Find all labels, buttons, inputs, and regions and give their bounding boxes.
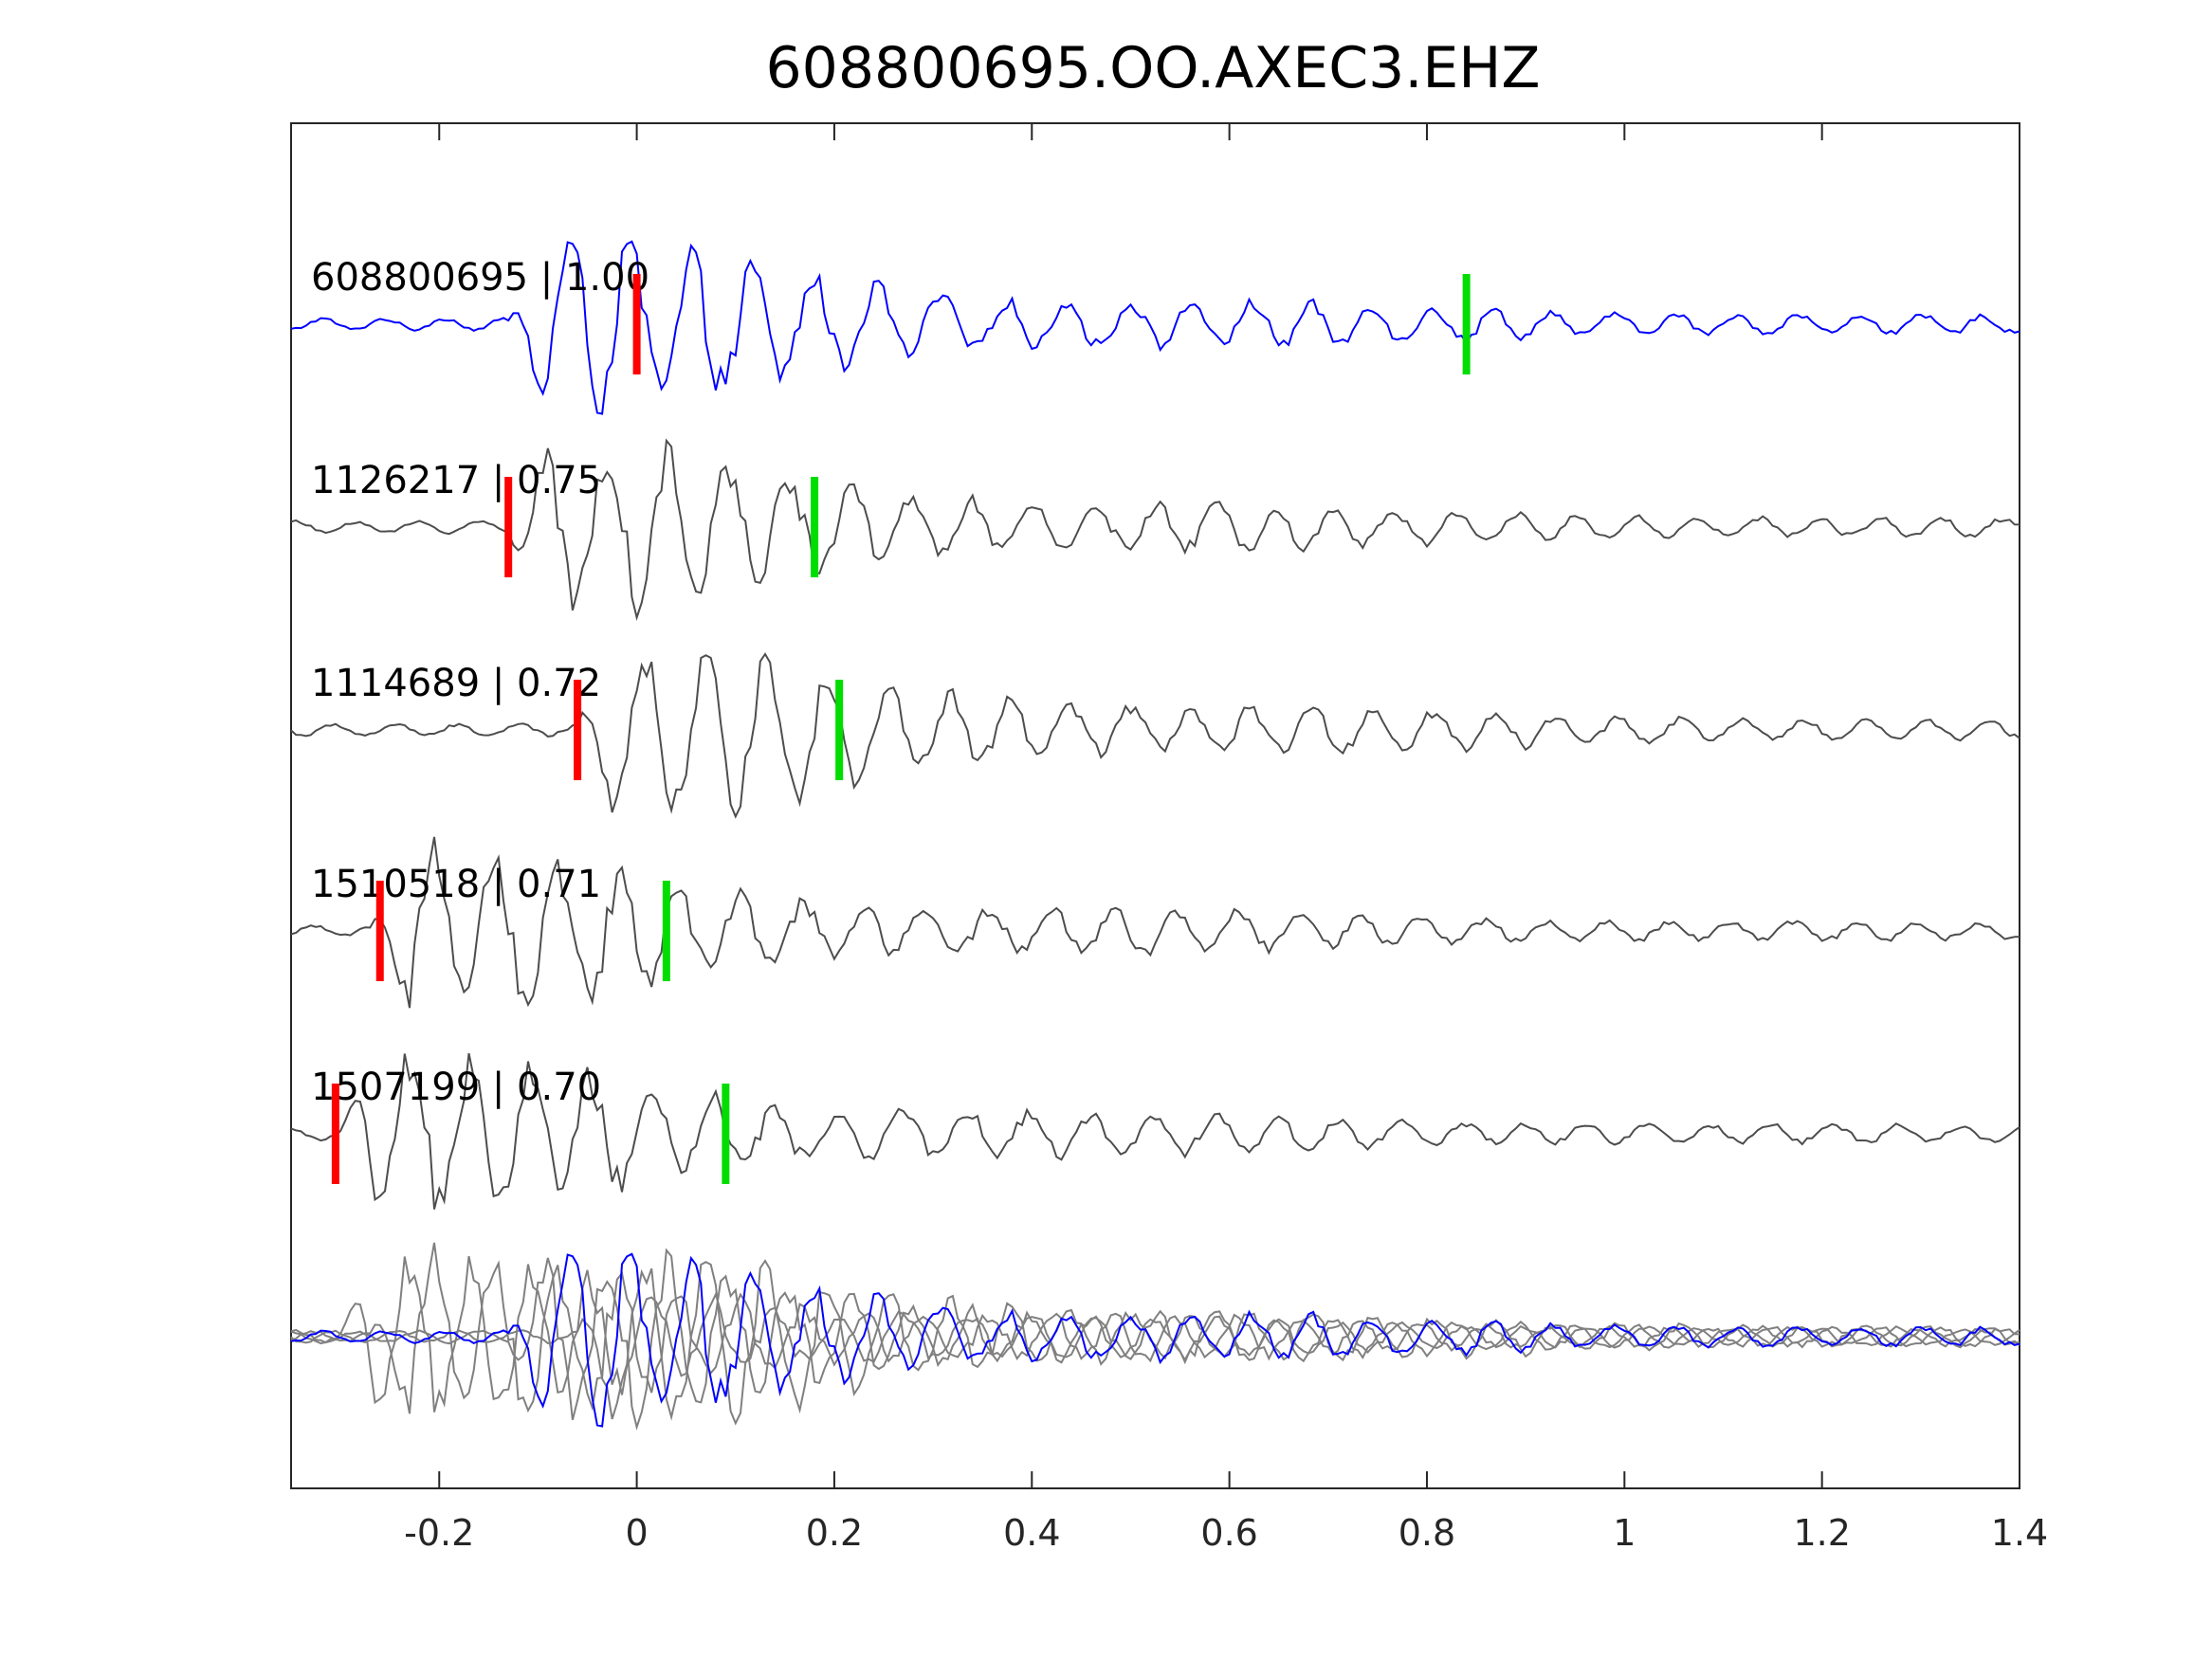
trace-1114689: 1114689 | 0.72	[290, 652, 2020, 819]
trace-label: 1507199 | 0.70	[311, 1066, 601, 1109]
stack-trace-1114689	[290, 1259, 2020, 1426]
waveform-line	[290, 1052, 2020, 1210]
x-tick-label: 1.2	[1793, 1512, 1850, 1554]
trace-608800695: 608800695 | 1.00	[290, 240, 2020, 415]
trace-1507199: 1507199 | 0.70	[290, 1052, 2020, 1210]
trace-label: 1114689 | 0.72	[311, 662, 601, 705]
x-tick-label: -0.2	[404, 1512, 474, 1554]
trace-1126217: 1126217 | 0.75	[290, 438, 2020, 621]
stack-trace-1126217	[290, 1248, 2020, 1431]
x-tick-label: 1.4	[1991, 1512, 2048, 1554]
waveform-line	[290, 836, 2020, 1009]
x-tick-label: 0.4	[1003, 1512, 1060, 1554]
stacked-traces	[290, 1242, 2020, 1431]
trace-label: 1126217 | 0.75	[311, 459, 601, 502]
plot-area	[290, 122, 2020, 1489]
x-tick-label: 1	[1613, 1512, 1636, 1554]
stack-trace-1507199	[290, 1255, 2020, 1413]
trace-label: 608800695 | 1.00	[311, 256, 649, 300]
trace-1510518: 1510518 | 0.71	[290, 836, 2020, 1009]
stack-trace-608800695	[290, 1252, 2020, 1428]
x-tick-label: 0.2	[806, 1512, 863, 1554]
traces: 608800695 | 1.00 1126217 | 0.75 1114689 | …	[290, 240, 2020, 1210]
chart-title: 608800695.OO.AXEC3.EHZ	[765, 35, 1540, 101]
x-tick-label: 0.6	[1200, 1512, 1257, 1554]
x-tick-label: 0.8	[1398, 1512, 1455, 1554]
waveform-line	[290, 438, 2020, 621]
x-tick-label: 0	[626, 1512, 649, 1554]
waveform-line	[290, 240, 2020, 415]
trace-label: 1510518 | 0.71	[311, 863, 601, 906]
x-axis: -0.2 0 0.2 0.4 0.6 0.8 1 1.2 1.4	[404, 123, 2048, 1554]
